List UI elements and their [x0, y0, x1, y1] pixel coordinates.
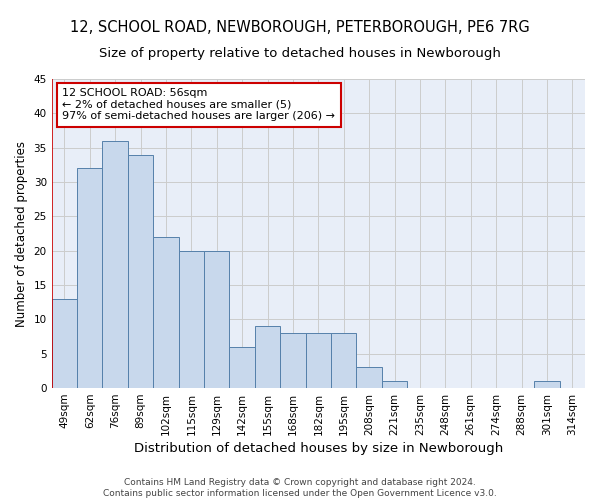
Bar	[77, 168, 103, 388]
Bar	[255, 326, 280, 388]
Bar	[356, 368, 382, 388]
Bar	[382, 381, 407, 388]
Text: 12, SCHOOL ROAD, NEWBOROUGH, PETERBOROUGH, PE6 7RG: 12, SCHOOL ROAD, NEWBOROUGH, PETERBOROUG…	[70, 20, 530, 35]
Bar	[103, 141, 128, 388]
Bar	[534, 381, 560, 388]
Bar	[204, 250, 229, 388]
Bar	[153, 237, 179, 388]
Text: Size of property relative to detached houses in Newborough: Size of property relative to detached ho…	[99, 48, 501, 60]
Bar	[179, 250, 204, 388]
Text: Contains HM Land Registry data © Crown copyright and database right 2024.
Contai: Contains HM Land Registry data © Crown c…	[103, 478, 497, 498]
Text: 12 SCHOOL ROAD: 56sqm
← 2% of detached houses are smaller (5)
97% of semi-detach: 12 SCHOOL ROAD: 56sqm ← 2% of detached h…	[62, 88, 335, 122]
Bar	[280, 333, 305, 388]
Y-axis label: Number of detached properties: Number of detached properties	[15, 140, 28, 326]
Bar	[305, 333, 331, 388]
Bar	[331, 333, 356, 388]
Bar	[229, 347, 255, 388]
Bar	[128, 154, 153, 388]
X-axis label: Distribution of detached houses by size in Newborough: Distribution of detached houses by size …	[134, 442, 503, 455]
Bar	[52, 299, 77, 388]
